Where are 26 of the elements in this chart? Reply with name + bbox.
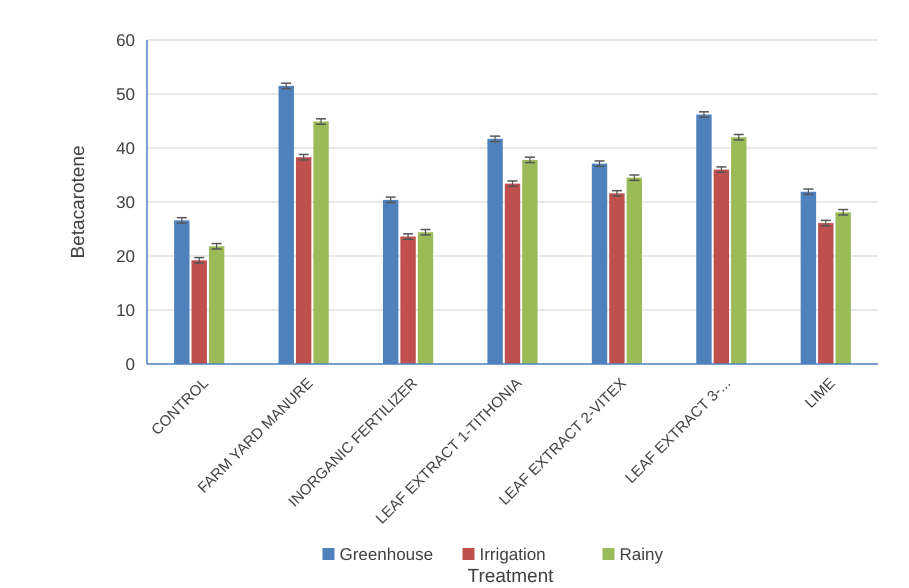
y-tick-label: 60 [116,30,135,50]
bar [818,223,834,364]
y-axis-title: Betacarotene [68,145,89,259]
bar [504,184,520,364]
y-tick-label: 50 [116,84,135,104]
legend-label: Irrigation [480,544,546,564]
y-tick-label: 20 [116,246,135,266]
bar [418,232,434,364]
bar [609,193,625,364]
bar [296,157,312,364]
bar [835,212,851,364]
bar [400,236,416,364]
y-tick-label: 0 [126,354,135,374]
bar [522,160,538,364]
legend-label: Greenhouse [340,544,434,564]
bar [626,178,642,364]
x-axis-title: Treatment [468,566,554,587]
y-tick-label: 40 [116,138,135,158]
bar [192,260,207,364]
bar [313,122,329,364]
legend-label: Rainy [620,544,664,564]
y-tick-label: 10 [116,300,135,320]
bar [714,170,730,364]
bar [731,137,746,364]
bar [208,246,224,364]
y-tick-label: 30 [116,192,135,212]
